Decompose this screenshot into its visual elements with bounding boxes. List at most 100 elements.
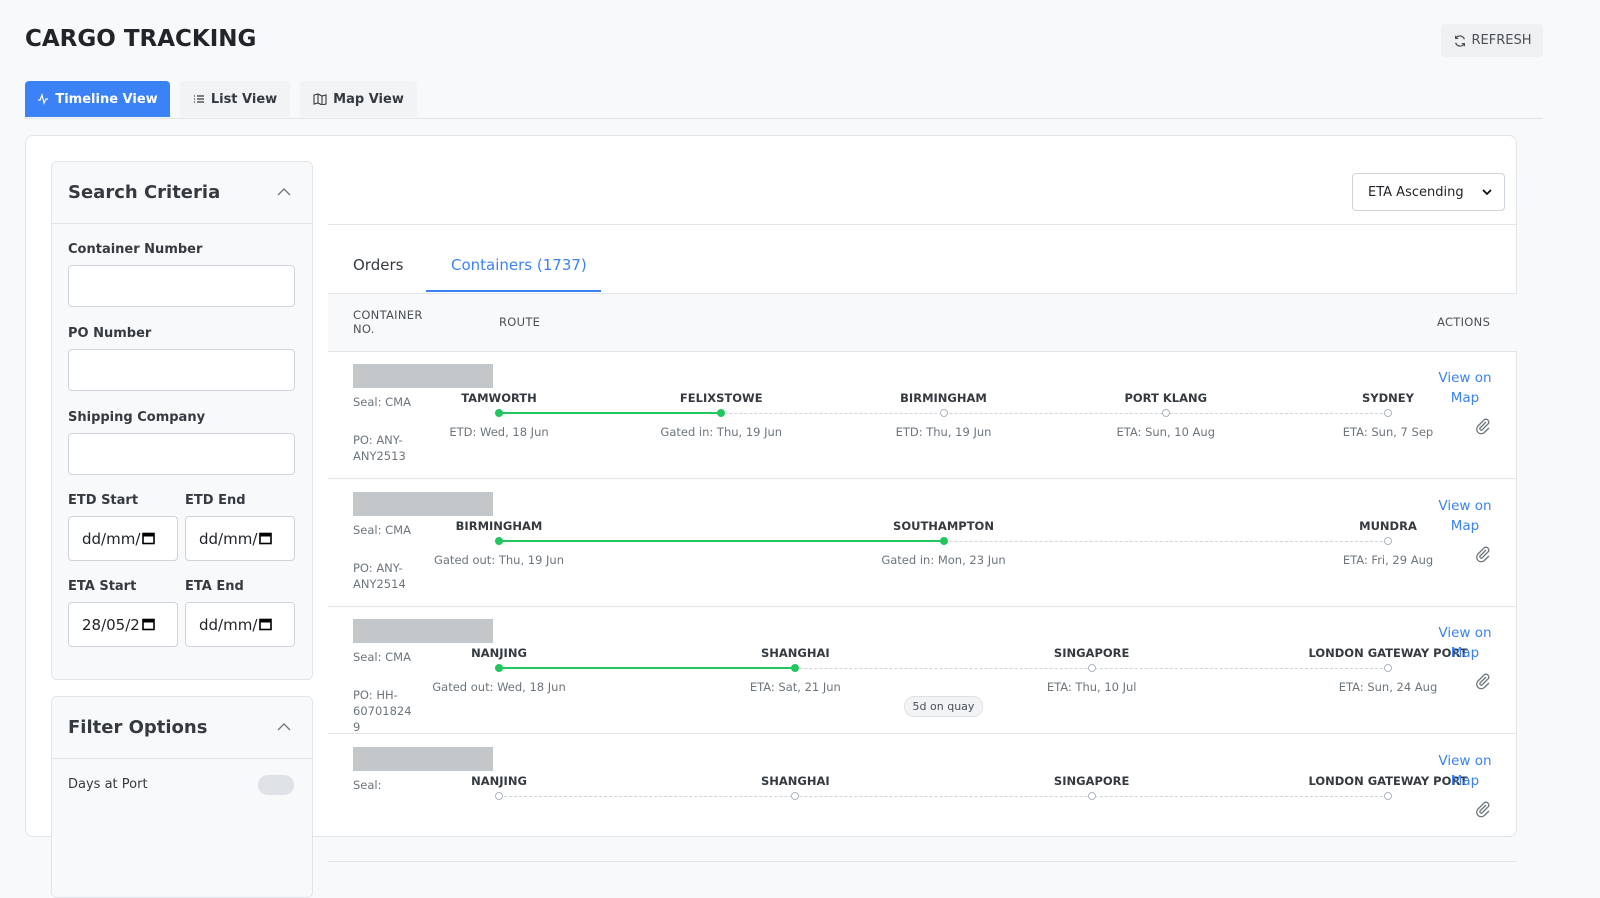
route-progress xyxy=(499,667,796,669)
container-row: Seal: CMA PO: ANY-ANY2514 BIRMINGHAM Gated … xyxy=(328,479,1517,607)
stop-dot xyxy=(1384,409,1392,417)
attachment-icon[interactable] xyxy=(1474,545,1492,563)
stop-dot xyxy=(717,409,726,417)
view-tab[interactable]: Timeline View xyxy=(25,81,170,117)
stop-name: NANJING xyxy=(471,773,527,788)
refresh-label: REFRESH xyxy=(1471,33,1532,48)
route-progress xyxy=(499,412,722,414)
view-on-map-link[interactable]: View on Map xyxy=(1438,497,1492,534)
stop-dot xyxy=(1161,409,1170,417)
container-row: Seal: CMA PO: ANY-ANY2513 TAMWORTH ETD: Wed… xyxy=(328,351,1517,479)
stop-name: BIRMINGHAM xyxy=(900,391,987,405)
stop-date: ETA: Fri, 29 Aug xyxy=(1342,552,1434,567)
stop-name: SYDNEY xyxy=(1362,391,1414,405)
panel-title: Filter Options xyxy=(68,717,208,738)
toggle[interactable] xyxy=(258,775,294,795)
tab-icon xyxy=(193,95,204,103)
refresh-button[interactable]: REFRESH xyxy=(1441,24,1543,57)
list-tab[interactable]: Containers (1737) xyxy=(451,256,587,274)
stop-name: SINGAPORE xyxy=(1053,773,1130,788)
collapse-icon[interactable] xyxy=(277,187,291,197)
stop-name: NANJING xyxy=(471,646,527,660)
stop-name: BIRMINGHAM xyxy=(455,518,543,533)
table-header: CONTAINER NO. ROUTE ACTIONS xyxy=(328,293,1517,352)
divider xyxy=(328,224,1517,225)
stop-dot xyxy=(495,791,503,800)
sort-value: ETA Ascending xyxy=(1368,184,1464,200)
stop-name: TAMWORTH xyxy=(461,391,537,405)
text-input[interactable] xyxy=(68,433,295,475)
view-on-map-link[interactable]: View on Map xyxy=(1438,752,1492,789)
filter-label: Days at Port xyxy=(68,777,148,792)
paperclip xyxy=(1476,546,1490,562)
stop-name: PORT KLANG xyxy=(1124,391,1208,405)
view-tab-label: Map View xyxy=(333,91,404,107)
route-track xyxy=(499,795,1388,797)
stop-name: LONDON GATEWAY PORT xyxy=(1308,646,1468,660)
date-input[interactable]: 28/05/2 xyxy=(68,602,178,647)
stop-date: ETA: Sun, 24 Aug xyxy=(1338,680,1438,694)
route-progress xyxy=(499,539,944,542)
stop-date: ETA: Sun, 10 Aug xyxy=(1116,425,1216,439)
stop-dot xyxy=(1384,536,1392,545)
stop-dot xyxy=(939,536,948,545)
select-chevron xyxy=(1482,188,1492,195)
view-tab[interactable]: Map View xyxy=(300,81,417,117)
stop-date: Gated out: Thu, 19 Jun xyxy=(433,552,565,567)
tab-rule xyxy=(25,118,1543,119)
po-text: PO: ANY-ANY2513 xyxy=(353,433,406,463)
container-number-redacted xyxy=(353,619,493,643)
view-on-map-link[interactable]: View on Map xyxy=(1438,625,1492,661)
stop-dot xyxy=(495,409,503,417)
page-title: CARGO TRACKING xyxy=(25,26,257,52)
po-text: PO: ANY-ANY2514 xyxy=(353,560,406,591)
body: CARGO TRACKING REFRESH Timeline View Lis… xyxy=(25,24,1543,898)
paperclip xyxy=(1476,418,1490,435)
date-input[interactable]: dd/mm/ xyxy=(185,516,295,561)
calendar-icon xyxy=(259,618,273,631)
attachment-icon[interactable] xyxy=(1474,417,1492,435)
stop-dot xyxy=(1384,791,1392,800)
date-input[interactable]: dd/mm/ xyxy=(185,602,295,647)
attachment-icon[interactable] xyxy=(1474,800,1492,818)
filter-panel: Filter Options Days at Port xyxy=(51,696,313,898)
field-label: ETA Start xyxy=(68,579,137,594)
stop-name: MUNDRA xyxy=(1359,518,1417,533)
date-input[interactable]: dd/mm/ xyxy=(68,516,178,561)
stop-dot xyxy=(1384,664,1392,672)
stop-date: Gated in: Mon, 23 Jun xyxy=(881,552,1006,567)
list-tab[interactable]: Orders xyxy=(353,256,404,274)
date-value: dd/mm/ xyxy=(199,615,258,634)
column-header: CONTAINER NO. xyxy=(353,308,423,336)
seal-text: Seal: CMA xyxy=(353,650,411,664)
container-number-redacted xyxy=(353,491,493,516)
quay-badge: 5d on quay xyxy=(903,696,984,717)
container-row: Seal: NANJING SHANGHAI SINGAPORE LONDON GATE… xyxy=(328,734,1517,862)
field-label: Container Number xyxy=(68,242,203,257)
stop-date: ETA: Sun, 7 Sep xyxy=(1342,425,1434,439)
sort-select[interactable]: ETA Ascending xyxy=(1352,173,1505,211)
stop-name: LONDON GATEWAY PORT xyxy=(1308,773,1468,788)
route-track xyxy=(499,668,1388,669)
view-tab-label: List View xyxy=(210,91,278,107)
field-label: ETD Start xyxy=(68,493,139,508)
field-label: ETA End xyxy=(185,579,244,594)
panel-header: Filter Options xyxy=(52,697,312,759)
panel-header: Search Criteria xyxy=(52,162,312,224)
view-tab[interactable]: List View xyxy=(180,81,290,117)
attachment-icon[interactable] xyxy=(1474,672,1492,690)
panel-title: Search Criteria xyxy=(68,182,221,203)
container-number-redacted xyxy=(353,364,493,388)
collapse-icon[interactable] xyxy=(277,722,291,732)
stop-name: SOUTHAMPTON xyxy=(893,518,994,533)
text-input[interactable] xyxy=(68,349,295,391)
column-header: ROUTE xyxy=(499,315,541,329)
view-on-map-link[interactable]: View on Map xyxy=(1438,370,1492,406)
seal-text: Seal: CMA xyxy=(353,522,411,537)
text-input[interactable] xyxy=(68,265,295,307)
container-row: Seal: CMA PO: HH-607018249 NANJING Gated ou… xyxy=(328,606,1517,734)
po-text: PO: HH-607018249 xyxy=(353,688,412,734)
stop-dot xyxy=(791,664,800,672)
stop-dot xyxy=(939,409,948,417)
calendar-icon xyxy=(142,532,156,545)
